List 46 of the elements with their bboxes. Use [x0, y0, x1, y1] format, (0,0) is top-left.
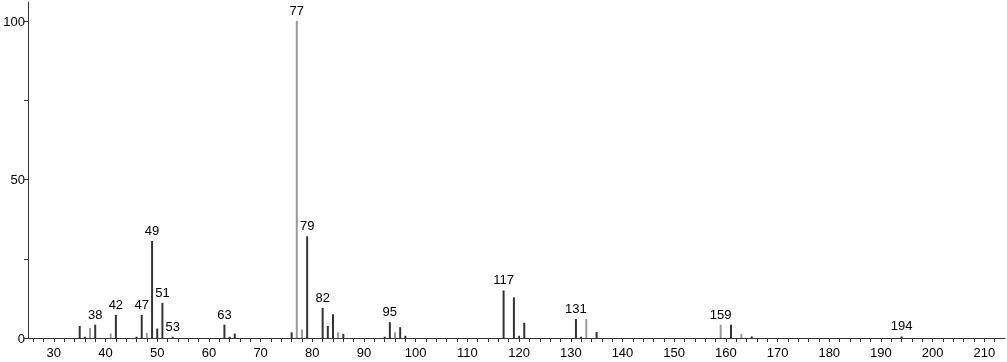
x-tick-label: 30 — [46, 345, 62, 360]
x-tick-label: 140 — [611, 345, 634, 360]
annotation: 53 — [165, 318, 180, 334]
annotation: 117 — [493, 272, 514, 288]
bar — [89, 327, 92, 338]
bar — [337, 332, 340, 338]
x-tick-label: 190 — [870, 345, 892, 360]
annotation: 82 — [315, 289, 330, 305]
bar — [719, 324, 722, 338]
bar — [295, 21, 298, 338]
x-tick-label: 90 — [356, 345, 372, 360]
x-tick-label: 210 — [973, 345, 996, 360]
x-tick-label: 180 — [818, 345, 841, 360]
x-tick-label: 100 — [404, 345, 427, 360]
annotation: 38 — [87, 306, 103, 322]
x-tick-label: 80 — [305, 345, 320, 360]
annotation: 79 — [299, 218, 315, 234]
x-tick-label: 170 — [766, 345, 789, 360]
annotation: 51 — [155, 284, 170, 300]
annotation: 49 — [144, 223, 160, 238]
annotation: 42 — [108, 296, 124, 312]
bar — [145, 332, 148, 338]
x-tick-label: 130 — [559, 345, 582, 360]
bar — [585, 318, 588, 338]
y-tick-label: 0 — [17, 330, 25, 346]
annotation: 95 — [382, 304, 398, 320]
annotation: 194 — [890, 318, 913, 334]
x-tick-label: 200 — [921, 345, 944, 360]
bar — [300, 329, 303, 338]
x-tick-label: 70 — [253, 345, 268, 360]
x-tick-label: 110 — [457, 345, 478, 360]
x-tick-label: 50 — [150, 345, 165, 360]
annotation: 77 — [289, 3, 305, 19]
x-tick-label: 60 — [201, 345, 217, 360]
annotation: 47 — [134, 296, 149, 312]
annotation: 63 — [217, 306, 232, 322]
y-tick-label: 100 — [3, 13, 25, 29]
annotation: 159 — [709, 306, 732, 322]
y-tick-label: 50 — [10, 172, 25, 188]
bar — [394, 332, 397, 338]
x-tick-label: 160 — [715, 345, 737, 360]
x-tick-label: 150 — [663, 345, 686, 360]
x-tick-label: 120 — [508, 345, 530, 360]
bar — [740, 333, 743, 338]
annotation: 131 — [565, 300, 587, 316]
x-tick-label: 40 — [98, 345, 113, 360]
